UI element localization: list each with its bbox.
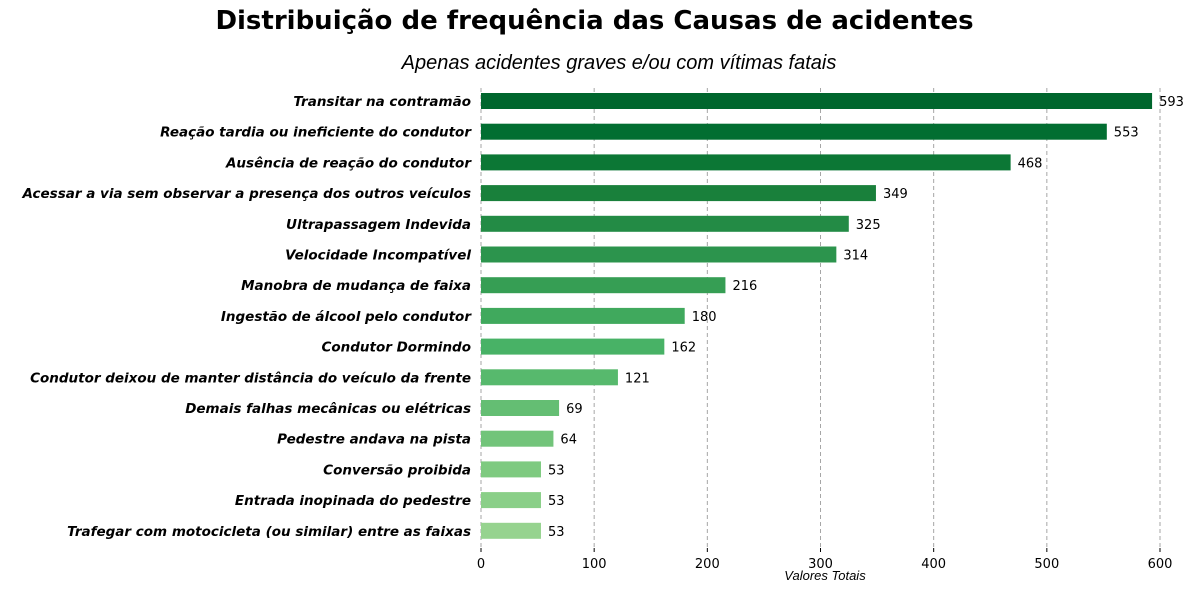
value-label: 121 — [625, 371, 650, 386]
value-label: 53 — [548, 463, 565, 478]
category-label: Ausência de reação do condutor — [225, 155, 472, 171]
category-label: Entrada inopinada do pedestre — [235, 493, 471, 509]
value-label: 216 — [732, 279, 757, 294]
value-labels: 593 553 468 349 325 314 216 180 162 121 69 64 53 53 53 — [548, 95, 1184, 540]
category-label: Pedestre andava na pista — [277, 432, 471, 448]
x-tick-label: 0 — [477, 557, 485, 572]
value-label: 325 — [856, 218, 881, 233]
x-tick-label: 400 — [921, 557, 946, 572]
value-label: 468 — [1018, 156, 1043, 171]
value-label: 180 — [692, 310, 717, 325]
category-label: Condutor deixou de manter distância do v… — [30, 370, 471, 386]
category-label: Trafegar com motocicleta (ou similar) en… — [67, 524, 471, 540]
category-label: Conversão proibida — [323, 462, 471, 478]
category-label: Condutor Dormindo — [321, 340, 471, 356]
x-tick-label: 500 — [1034, 557, 1059, 572]
value-label: 64 — [560, 433, 577, 448]
bar — [481, 430, 554, 447]
bar — [481, 185, 876, 202]
value-label: 349 — [883, 187, 908, 202]
category-label: Manobra de mudança de faixa — [241, 278, 471, 294]
bar — [481, 123, 1107, 140]
bar — [481, 277, 726, 294]
bar — [481, 154, 1011, 171]
value-label: 53 — [548, 525, 565, 540]
x-ticks: 0 100 200 300 400 500 600 — [477, 548, 1173, 572]
category-label: Velocidade Incompatível — [285, 248, 471, 264]
x-tick-label: 600 — [1148, 557, 1173, 572]
bar — [481, 338, 665, 355]
bar — [481, 215, 849, 232]
value-label: 53 — [548, 494, 565, 509]
value-label: 593 — [1159, 95, 1184, 110]
bars — [481, 93, 1153, 539]
chart-title: Distribuição de frequência das Causas de… — [215, 6, 974, 36]
category-label: Transitar na contramão — [293, 94, 471, 110]
bar — [481, 522, 541, 539]
category-label: Ingestão de álcool pelo condutor — [221, 309, 472, 325]
bar — [481, 461, 541, 478]
value-label: 162 — [671, 341, 696, 356]
category-label: Ultrapassagem Indevida — [286, 217, 471, 233]
bar — [481, 93, 1153, 109]
category-label: Acessar a via sem observar a presença do… — [21, 186, 471, 202]
value-label: 314 — [843, 249, 868, 264]
x-tick-label: 200 — [695, 557, 720, 572]
value-label: 69 — [566, 402, 583, 417]
bar — [481, 492, 541, 509]
bar — [481, 400, 560, 416]
bar — [481, 307, 685, 324]
x-tick-label: 100 — [582, 557, 607, 572]
bar — [481, 369, 618, 386]
bar — [481, 246, 837, 263]
category-label: Reação tardia ou ineficiente do condutor — [160, 125, 472, 141]
category-label: Demais falhas mecânicas ou elétricas — [185, 401, 471, 417]
x-tick-label: 300 — [808, 557, 833, 572]
value-label: 553 — [1114, 126, 1139, 141]
category-labels: Transitar na contramão Reação tardia ou i… — [21, 94, 472, 540]
chart-subtitle: Apenas acidentes graves e/ou com vítimas… — [401, 52, 837, 74]
x-axis-title: Valores Totais — [784, 568, 866, 583]
